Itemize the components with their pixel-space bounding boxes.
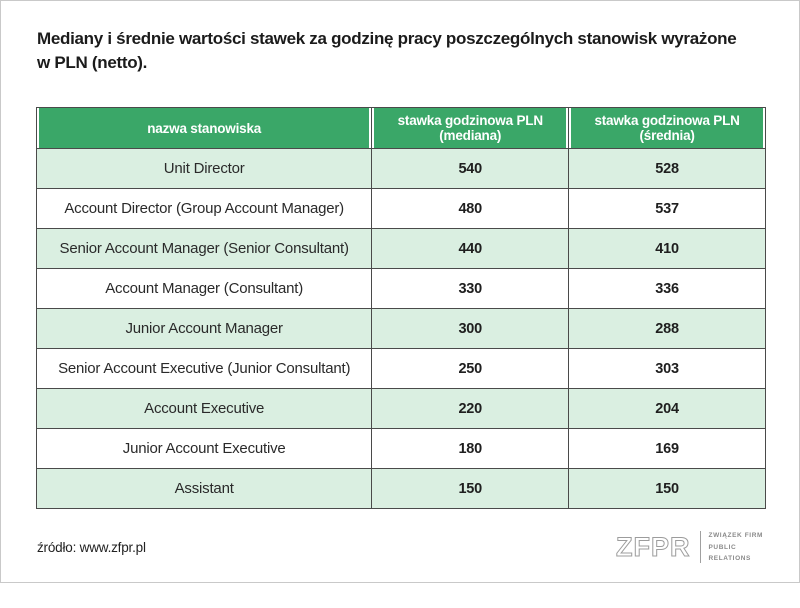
source-text: źródło: www.zfpr.pl <box>37 539 146 555</box>
position-cell: Account Director (Group Account Manager) <box>35 188 373 230</box>
table-row: Account Director (Group Account Manager)… <box>35 188 766 230</box>
logo-tagline-line-3: RELATIONS <box>708 555 751 562</box>
position-cell: Junior Account Manager <box>35 308 373 350</box>
table-row: Junior Account Manager 300 288 <box>35 308 766 350</box>
logo-tagline-line-1: ZWIĄZEK FIRM <box>708 532 763 540</box>
average-cell: 336 <box>568 268 766 310</box>
median-cell: 440 <box>371 228 570 270</box>
column-header-median: stawka godzinowa PLN (mediana) <box>371 107 570 150</box>
zfpr-wordmark: ZFPR <box>616 531 691 562</box>
position-cell: Senior Account Executive (Junior Consult… <box>35 348 373 390</box>
table-row: Account Manager (Consultant) 330 336 <box>35 268 766 310</box>
average-cell: 150 <box>568 468 766 510</box>
average-cell: 410 <box>568 228 766 270</box>
median-cell: 250 <box>371 348 570 390</box>
logo-divider <box>699 531 701 564</box>
median-cell: 480 <box>371 188 570 230</box>
table-row: Senior Account Executive (Junior Consult… <box>35 348 766 390</box>
median-cell: 150 <box>371 468 570 510</box>
rates-table: nazwa stanowiska stawka godzinowa PLN (m… <box>35 107 766 510</box>
table-row: Assistant 150 150 <box>35 468 766 510</box>
table-row: Junior Account Executive 180 169 <box>35 428 766 470</box>
position-cell: Account Manager (Consultant) <box>35 268 373 310</box>
average-cell: 288 <box>568 308 766 350</box>
table-row: Senior Account Manager (Senior Consultan… <box>35 228 766 270</box>
median-cell: 540 <box>371 148 570 190</box>
table-row: Unit Director 540 528 <box>35 148 766 190</box>
average-cell: 303 <box>568 348 766 390</box>
average-cell: 537 <box>568 188 766 230</box>
footer: źródło: www.zfpr.pl ZFPR ZWIĄZEK FIRM PU… <box>37 530 763 564</box>
average-cell: 528 <box>568 148 766 190</box>
average-cell: 204 <box>568 388 766 430</box>
position-cell: Unit Director <box>35 148 373 190</box>
table-row: Account Executive 220 204 <box>35 388 766 430</box>
position-cell: Assistant <box>35 468 373 510</box>
zfpr-logo: ZFPR ZWIĄZEK FIRM PUBLIC RELATIONS <box>616 530 763 564</box>
position-cell: Junior Account Executive <box>35 428 373 470</box>
position-cell: Senior Account Manager (Senior Consultan… <box>35 228 373 270</box>
column-header-position: nazwa stanowiska <box>35 107 373 150</box>
median-cell: 220 <box>371 388 570 430</box>
page-title-line-1: Mediany i średnie wartości stawek za god… <box>37 29 737 48</box>
median-cell: 300 <box>371 308 570 350</box>
table-header-row: nazwa stanowiska stawka godzinowa PLN (m… <box>35 107 766 150</box>
median-cell: 180 <box>371 428 570 470</box>
average-cell: 169 <box>568 428 766 470</box>
page: Mediany i średnie wartości stawek za god… <box>1 27 799 608</box>
logo-tagline-line-2: PUBLIC <box>708 543 737 551</box>
page-title: Mediany i średnie wartości stawek za god… <box>37 27 763 75</box>
column-header-average: stawka godzinowa PLN (średnia) <box>568 107 766 150</box>
position-cell: Account Executive <box>35 388 373 430</box>
logo-tagline: ZWIĄZEK FIRM PUBLIC RELATIONS <box>709 530 764 564</box>
page-title-line-2: w PLN (netto). <box>37 53 148 73</box>
median-cell: 330 <box>371 268 570 310</box>
